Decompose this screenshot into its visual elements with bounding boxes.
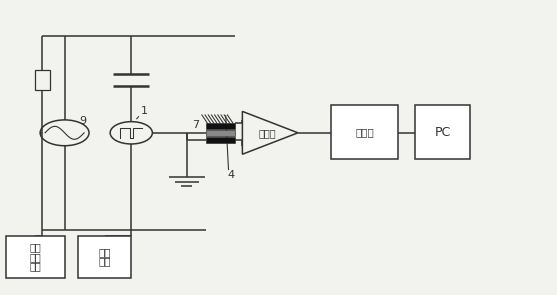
Text: 相位: 相位 xyxy=(30,242,41,253)
Text: 单元: 单元 xyxy=(30,261,41,271)
Text: 1: 1 xyxy=(140,106,148,116)
Bar xyxy=(331,105,398,159)
Text: 放大器: 放大器 xyxy=(258,128,276,138)
Bar xyxy=(206,123,234,129)
Bar xyxy=(414,105,470,159)
Text: 9: 9 xyxy=(79,116,86,126)
Text: 单元: 单元 xyxy=(99,257,111,267)
Bar xyxy=(35,70,50,90)
Bar xyxy=(79,236,131,278)
Bar xyxy=(6,236,65,278)
Text: 检测: 检测 xyxy=(30,252,41,262)
Text: 4: 4 xyxy=(228,171,235,181)
Text: 7: 7 xyxy=(192,120,199,130)
Bar xyxy=(206,137,234,143)
Text: 触发: 触发 xyxy=(99,247,111,257)
Text: PC: PC xyxy=(434,126,451,139)
Text: 示波器: 示波器 xyxy=(355,127,374,137)
Bar xyxy=(206,130,234,136)
